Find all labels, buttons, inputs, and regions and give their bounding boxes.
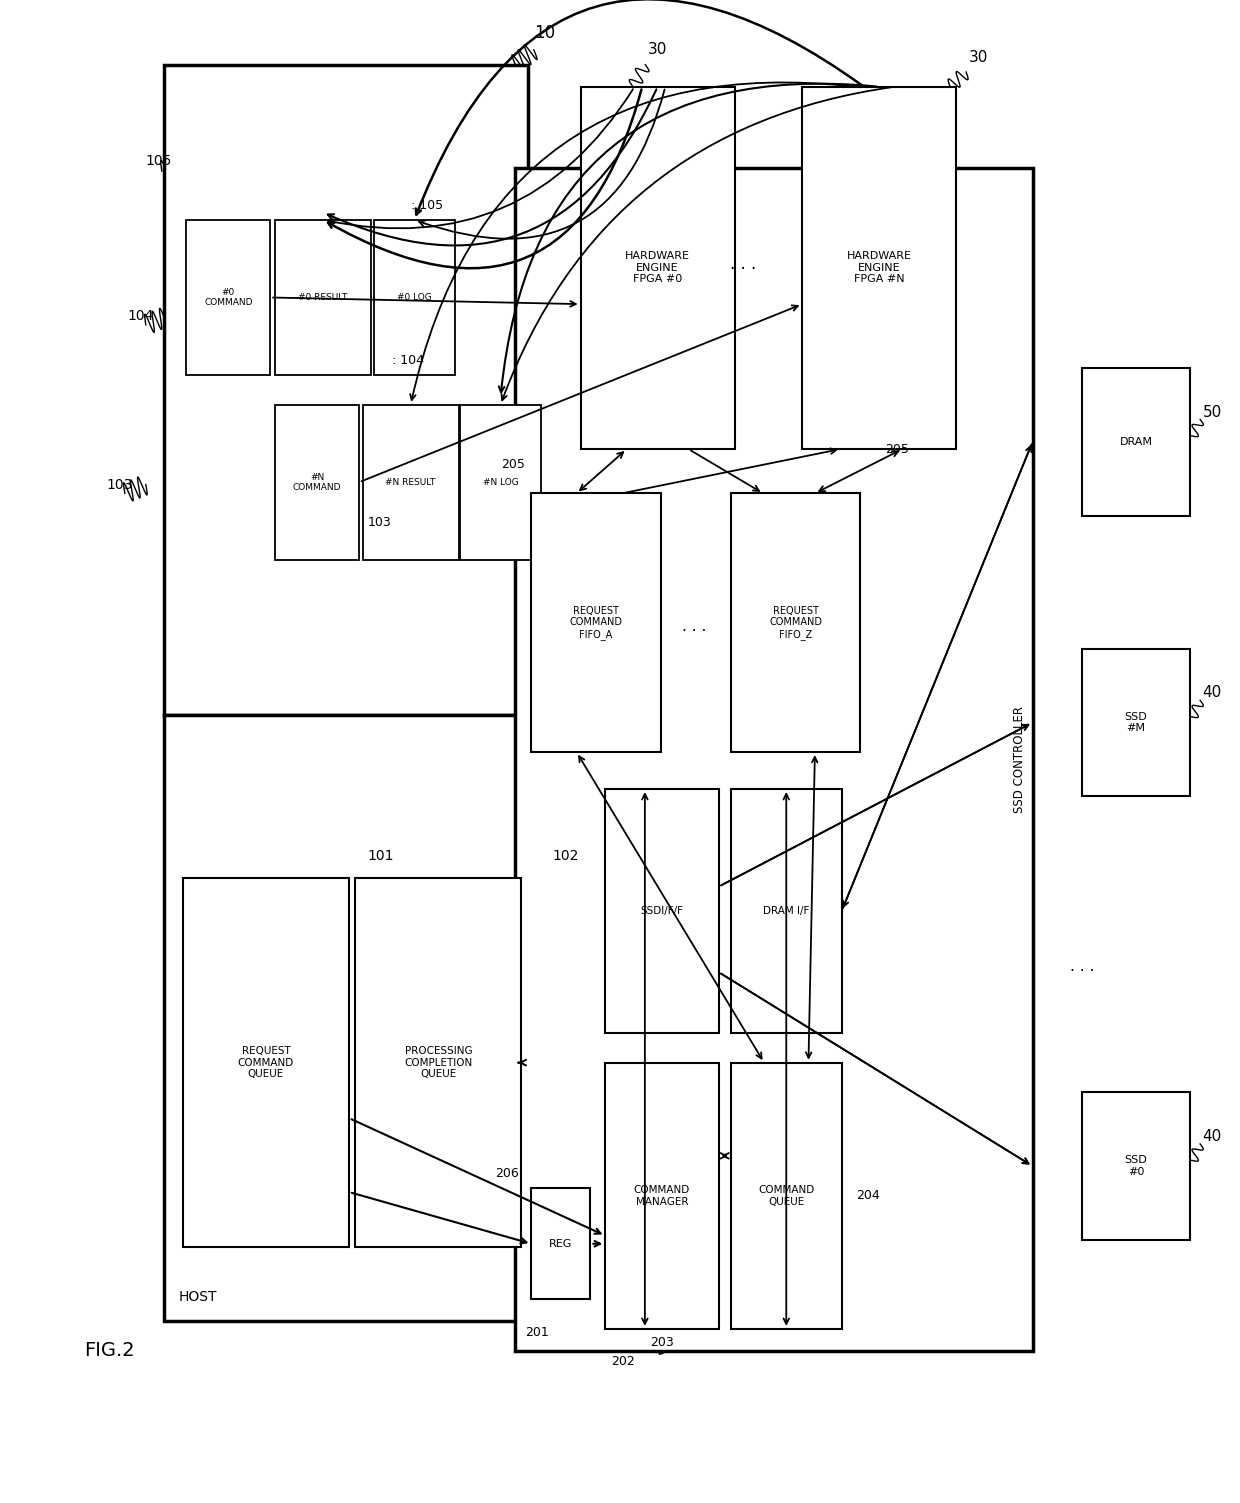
Text: 202: 202: [611, 1356, 635, 1368]
Text: FIG.2: FIG.2: [84, 1342, 135, 1360]
Text: #0 RESULT: #0 RESULT: [299, 293, 348, 302]
Bar: [531, 1189, 590, 1299]
Text: . . .: . . .: [730, 256, 756, 274]
Text: 50: 50: [1203, 404, 1221, 419]
Bar: [1081, 368, 1190, 516]
Bar: [1081, 1093, 1190, 1240]
Text: SSDI/F/F: SSDI/F/F: [640, 906, 683, 917]
Text: #N RESULT: #N RESULT: [386, 478, 435, 487]
Bar: [182, 878, 348, 1247]
Bar: [373, 219, 455, 376]
Text: 102: 102: [552, 849, 579, 863]
Text: 201: 201: [526, 1326, 549, 1339]
Bar: [164, 715, 528, 1321]
Text: 204: 204: [857, 1189, 880, 1202]
Text: 203: 203: [650, 1336, 673, 1350]
Text: REQUEST
COMMAND
FIFO_A: REQUEST COMMAND FIFO_A: [569, 606, 622, 640]
Bar: [605, 789, 718, 1033]
Bar: [362, 404, 459, 561]
Bar: [186, 219, 270, 376]
Text: #0 LOG: #0 LOG: [397, 293, 432, 302]
Text: 101: 101: [367, 849, 394, 863]
Text: 205: 205: [501, 458, 526, 472]
Bar: [580, 87, 734, 449]
Bar: [1081, 649, 1190, 797]
Text: REG: REG: [549, 1238, 573, 1249]
Text: 30: 30: [968, 50, 988, 65]
Text: SSD
#M: SSD #M: [1125, 712, 1147, 733]
Text: DRAM I/F: DRAM I/F: [763, 906, 810, 917]
Text: . . .: . . .: [682, 619, 706, 634]
Text: HARDWARE
ENGINE
FPGA #N: HARDWARE ENGINE FPGA #N: [847, 251, 911, 284]
Text: : 105: : 105: [410, 198, 443, 212]
Text: 10: 10: [533, 24, 556, 42]
Text: COMMAND
MANAGER: COMMAND MANAGER: [634, 1184, 689, 1207]
Text: 103: 103: [367, 517, 392, 529]
Bar: [460, 404, 541, 561]
Text: 205: 205: [885, 443, 909, 457]
Bar: [605, 1063, 718, 1329]
Bar: [531, 493, 661, 752]
Text: 104: 104: [128, 310, 154, 323]
Bar: [355, 878, 522, 1247]
Text: HARDWARE
ENGINE
FPGA #0: HARDWARE ENGINE FPGA #0: [625, 251, 691, 284]
Text: 103: 103: [107, 478, 133, 491]
Text: PROCESSING
COMPLETION
QUEUE: PROCESSING COMPLETION QUEUE: [404, 1046, 472, 1079]
Bar: [275, 404, 358, 561]
Bar: [802, 87, 956, 449]
Text: 206: 206: [495, 1166, 520, 1180]
Bar: [164, 65, 528, 715]
Text: #N
COMMAND: #N COMMAND: [293, 472, 341, 491]
Text: 40: 40: [1203, 685, 1221, 700]
Text: 30: 30: [647, 42, 667, 57]
Text: #N LOG: #N LOG: [482, 478, 518, 487]
Text: 40: 40: [1203, 1129, 1221, 1144]
Bar: [275, 219, 371, 376]
Bar: [730, 1063, 842, 1329]
Bar: [730, 789, 842, 1033]
Text: . . .: . . .: [1070, 959, 1094, 974]
Text: : 104: : 104: [392, 353, 424, 367]
Text: REQUEST
COMMAND
QUEUE: REQUEST COMMAND QUEUE: [238, 1046, 294, 1079]
Text: HOST: HOST: [179, 1290, 217, 1303]
Text: SSD
#0: SSD #0: [1125, 1156, 1147, 1177]
Bar: [730, 493, 861, 752]
Bar: [516, 168, 1033, 1351]
Text: DRAM: DRAM: [1120, 437, 1152, 446]
Text: SSD CONTROLLER: SSD CONTROLLER: [1013, 706, 1027, 813]
Text: COMMAND
QUEUE: COMMAND QUEUE: [758, 1184, 815, 1207]
Text: #0
COMMAND: #0 COMMAND: [205, 287, 253, 307]
Text: REQUEST
COMMAND
FIFO_Z: REQUEST COMMAND FIFO_Z: [769, 606, 822, 640]
Text: 105: 105: [146, 153, 172, 168]
